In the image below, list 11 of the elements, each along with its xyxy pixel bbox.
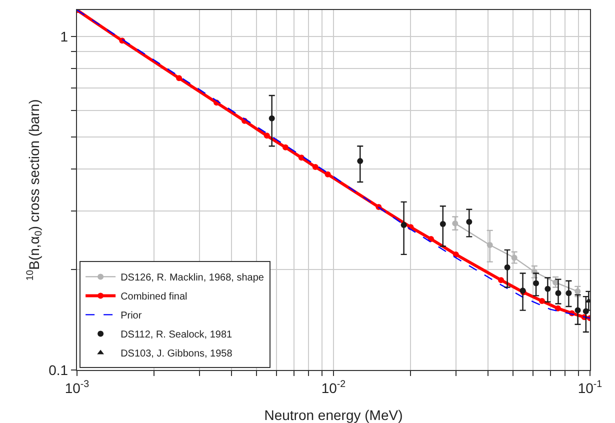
legend-label: Prior bbox=[120, 310, 142, 322]
legend-label: Combined final bbox=[120, 292, 188, 303]
x-axis-title: Neutron energy (MeV) bbox=[264, 407, 403, 423]
x-tick-label: 10$^{-1}$ bbox=[578, 379, 602, 396]
y-tick-label: 0.1 bbox=[48, 362, 68, 378]
legend-label: DS126, R. Macklin, 1968, shape bbox=[120, 272, 264, 284]
legend-label: DS112, R. Sealock, 1981 bbox=[120, 330, 233, 341]
legend-label: DS103, J. Gibbons, 1958 bbox=[120, 348, 233, 360]
y-tick-label: 1 bbox=[60, 28, 68, 44]
x-tick-label: 10$^{-2}$ bbox=[321, 379, 346, 396]
x-tick-label: 10$^{-3}$ bbox=[64, 379, 90, 396]
